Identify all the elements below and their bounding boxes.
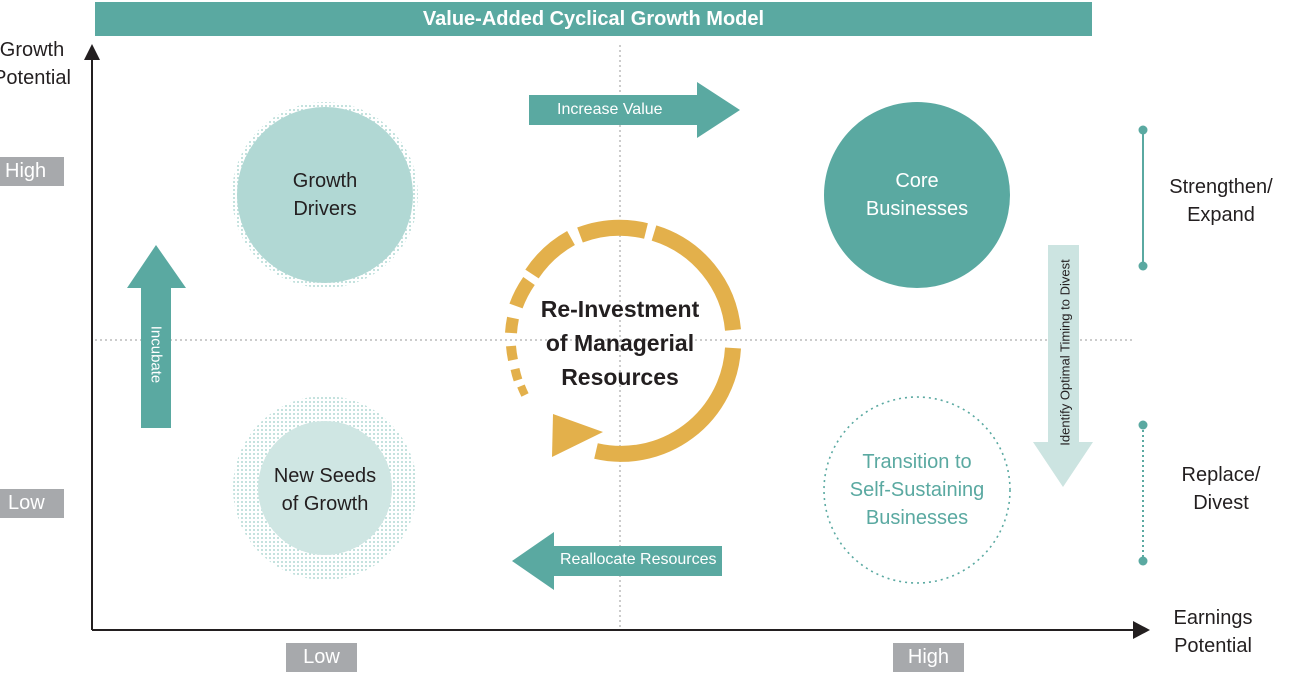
y-axis-label-line2: Potential bbox=[0, 67, 71, 89]
growth-drivers-circle bbox=[237, 107, 413, 283]
strengthen-bracket-bottom bbox=[1138, 261, 1148, 271]
replace-line1: Replace/ bbox=[1181, 464, 1261, 486]
reinvestment-cycle bbox=[505, 219, 741, 462]
transition-circle bbox=[823, 396, 1011, 584]
core-businesses-line1: Core bbox=[895, 170, 939, 192]
diagram-title: Value-Added Cyclical Growth Model bbox=[95, 2, 1092, 36]
core-businesses-circle bbox=[824, 102, 1010, 288]
y-low-tag: Low bbox=[0, 489, 64, 518]
strengthen-label: Strengthen/ Expand bbox=[1153, 173, 1289, 229]
core-businesses-label: Core Businesses bbox=[837, 167, 997, 223]
reinvestment-line2: of Managerial bbox=[545, 330, 695, 356]
increase-value-arrow bbox=[529, 82, 740, 138]
x-axis-label-line2: Potential bbox=[1174, 635, 1252, 657]
incubate-arrow bbox=[127, 245, 186, 428]
new-seeds-line1: New Seeds bbox=[273, 465, 377, 487]
reinvestment-line1: Re-Investment bbox=[540, 296, 700, 322]
replace-line2: Divest bbox=[1193, 492, 1249, 514]
growth-drivers-line2: Drivers bbox=[293, 198, 357, 220]
strengthen-line1: Strengthen/ bbox=[1169, 176, 1273, 198]
x-axis-label: Earnings Potential bbox=[1158, 604, 1268, 660]
y-axis-arrowhead bbox=[84, 44, 100, 60]
reallocate-label: Reallocate Resources bbox=[560, 551, 717, 568]
strengthen-bracket-top bbox=[1138, 125, 1148, 135]
cycle-arrowhead bbox=[552, 414, 603, 457]
incubate-label: Incubate bbox=[147, 325, 165, 384]
transition-line1: Transition to bbox=[862, 451, 972, 473]
core-businesses-line2: Businesses bbox=[865, 198, 969, 220]
replace-bracket-top bbox=[1138, 420, 1148, 430]
new-seeds-circle bbox=[258, 421, 392, 555]
y-high-tag: High bbox=[0, 157, 64, 186]
transition-label: Transition to Self-Sustaining Businesses bbox=[827, 448, 1007, 532]
growth-drivers-label: Growth Drivers bbox=[245, 167, 405, 223]
reinvestment-label: Re-Investment of Managerial Resources bbox=[525, 292, 715, 394]
transition-line3: Businesses bbox=[865, 507, 969, 529]
y-axis-label-line1: Growth bbox=[0, 39, 65, 61]
y-axis-label: Growth Potential bbox=[0, 36, 82, 92]
x-axis-arrowhead bbox=[1133, 621, 1150, 639]
replace-bracket-bottom bbox=[1138, 556, 1148, 566]
divest-timing-label: Identify Optimal Timing to Divest bbox=[1057, 259, 1073, 446]
new-seeds-line2: of Growth bbox=[281, 493, 369, 515]
replace-label: Replace/ Divest bbox=[1158, 461, 1284, 517]
new-seeds-label: New Seeds of Growth bbox=[245, 462, 405, 518]
increase-value-label: Increase Value bbox=[557, 101, 663, 118]
x-high-tag: High bbox=[893, 643, 964, 672]
x-axis-label-line1: Earnings bbox=[1173, 607, 1253, 629]
reallocate-arrow bbox=[512, 532, 722, 590]
x-low-tag: Low bbox=[286, 643, 357, 672]
divest-arrow bbox=[1033, 245, 1093, 487]
reinvestment-line3: Resources bbox=[561, 364, 679, 390]
growth-drivers-line1: Growth bbox=[292, 170, 358, 192]
transition-line2: Self-Sustaining bbox=[849, 479, 985, 501]
strengthen-line2: Expand bbox=[1187, 204, 1255, 226]
